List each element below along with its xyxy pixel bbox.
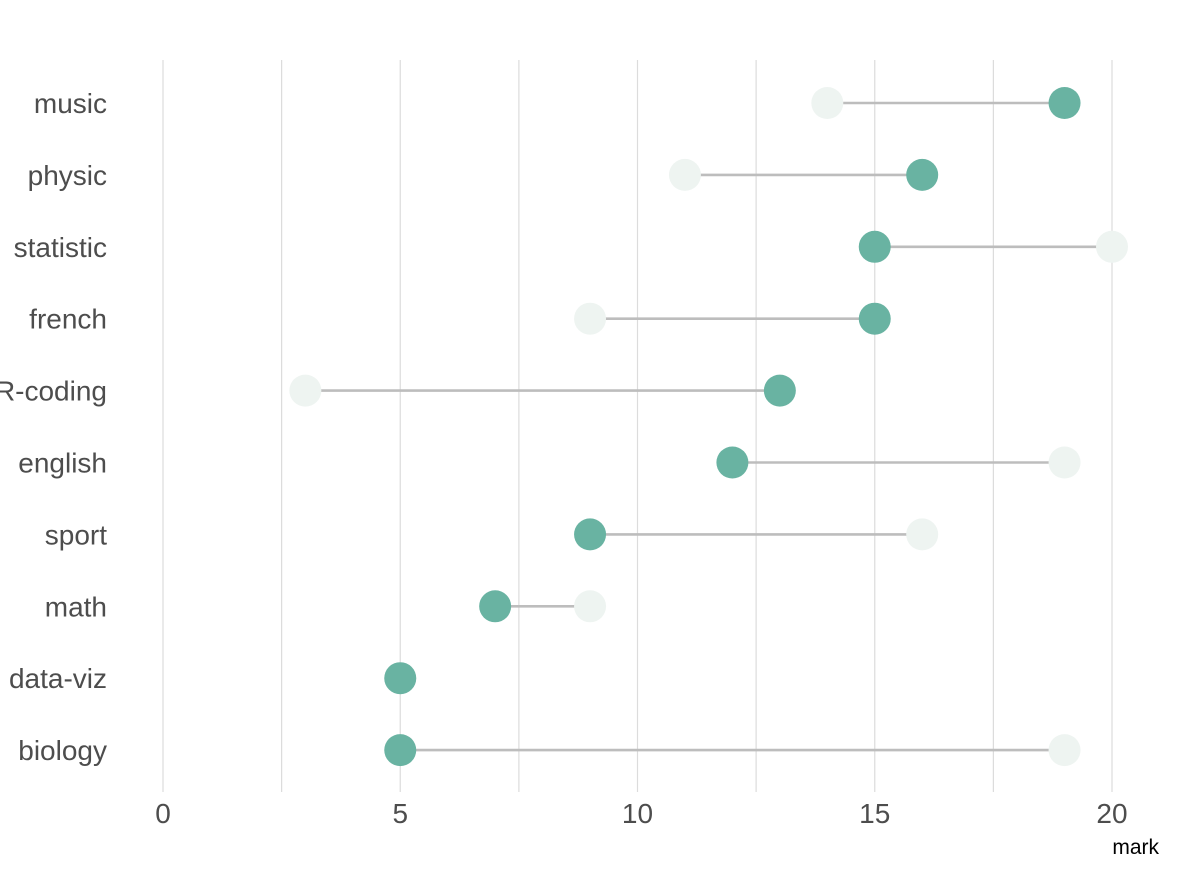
secondary-point-statistic: [1096, 230, 1128, 263]
primary-point-math: [479, 590, 512, 623]
segments: [305, 101, 1112, 752]
primary-point-physic: [906, 158, 939, 191]
category-label-biology: biology: [18, 735, 107, 766]
secondary-point-french: [574, 302, 607, 335]
secondary-point-physic: [668, 158, 701, 191]
category-label-music: music: [34, 88, 107, 119]
primary-point-english: [716, 446, 749, 479]
primary-point-french: [858, 302, 891, 335]
x-axis-title: mark: [1112, 836, 1159, 859]
category-label-data-viz: data-viz: [9, 663, 107, 694]
grid-lines: [162, 60, 1113, 792]
category-labels: music physic statistic french R-coding englis…: [0, 88, 107, 766]
secondary-point-sport: [906, 518, 939, 551]
x-tick-label: 0: [155, 798, 171, 829]
x-tick-labels: 0 5 10 15 20: [155, 798, 1127, 829]
category-label-physic: physic: [28, 160, 107, 191]
category-label-R-coding: R-coding: [0, 376, 107, 407]
category-label-french: french: [29, 304, 107, 335]
x-tick-label: 20: [1096, 798, 1127, 829]
x-tick-label: 15: [859, 798, 890, 829]
primary-point-R-coding: [763, 374, 796, 407]
primary-point-biology: [384, 734, 417, 767]
secondary-point-english: [1048, 446, 1081, 479]
secondary-point-biology: [1048, 734, 1081, 767]
primary-point-music: [1048, 87, 1081, 119]
secondary-point-music: [811, 87, 844, 119]
primary-point-data-viz: [384, 662, 417, 695]
category-label-math: math: [45, 591, 107, 622]
x-tick-label: 10: [622, 798, 653, 829]
primary-points: [384, 87, 1081, 767]
category-label-statistic: statistic: [14, 232, 107, 263]
secondary-point-R-coding: [289, 374, 322, 407]
x-tick-label: 5: [392, 798, 408, 829]
primary-point-statistic: [858, 230, 891, 263]
category-label-english: english: [18, 448, 107, 479]
category-label-sport: sport: [45, 519, 107, 550]
secondary-point-math: [574, 590, 607, 623]
primary-point-sport: [574, 518, 607, 551]
secondary-points: [289, 87, 1128, 767]
